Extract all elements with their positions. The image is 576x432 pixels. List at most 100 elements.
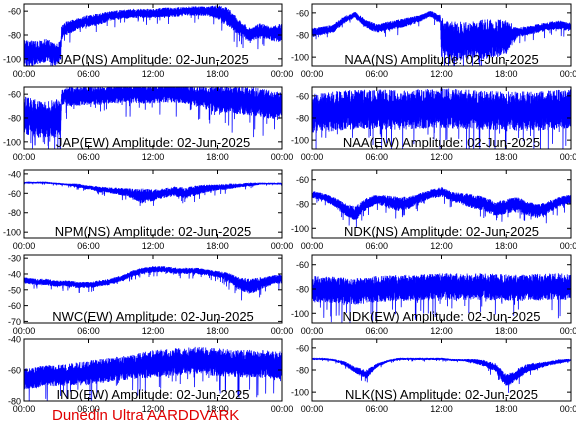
- panel-title: NDK(NS) Amplitude: 02-Jun-2025: [344, 224, 539, 239]
- series-trace-3-1: [24, 87, 282, 149]
- x-tick-label: 00:00: [271, 404, 294, 414]
- y-tick-label: -50: [8, 285, 21, 295]
- x-tick-label: 00:00: [13, 404, 36, 414]
- x-tick-label: 00:00: [560, 241, 576, 251]
- panel-title: NWC(EW) Amplitude: 02-Jun-2025: [52, 309, 254, 324]
- x-tick-label: 00:00: [271, 326, 294, 336]
- x-tick-label: 18:00: [206, 152, 229, 162]
- x-tick-label: 00:00: [301, 152, 324, 162]
- x-tick-label: 18:00: [495, 152, 518, 162]
- panel-title: NLK(NS) Amplitude: 02-Jun-2025: [345, 387, 538, 402]
- y-tick-label: -40: [8, 269, 21, 279]
- chart-panel-2: -100 -80 -60 00:00 06:00 12:00 18:00 00:00 NAA(N…: [291, 3, 576, 79]
- chart-panel-9: -80 -60 -40 00:00 06:00 12:00 18:00 00:00 IND(EW…: [8, 335, 293, 415]
- x-tick-label: 06:00: [365, 404, 388, 414]
- x-tick-label: 00:00: [560, 326, 576, 336]
- x-tick-label: 06:00: [77, 404, 100, 414]
- panel-title: IND(EW) Amplitude: 02-Jun-2025: [57, 387, 250, 402]
- chart-panel-5: -100 -80 -60 -40 00:00 06:00 12:00 18:00 00:00 NP…: [3, 169, 293, 251]
- series-trace-9-1: [24, 346, 282, 401]
- x-tick-label: 12:00: [430, 326, 453, 336]
- y-tick-label: -80: [8, 114, 21, 124]
- panel-title: JAP(EW) Amplitude: 02-Jun-2025: [56, 135, 250, 150]
- x-tick-label: 12:00: [430, 152, 453, 162]
- x-tick-label: 06:00: [77, 152, 100, 162]
- chart-panel-8: -100 -80 -60 00:00 06:00 12:00 18:00 00:00 NDK(E…: [291, 254, 576, 336]
- y-tick-label: -40: [8, 335, 21, 345]
- y-tick-label: -60: [296, 260, 309, 270]
- x-tick-label: 00:00: [271, 152, 294, 162]
- y-tick-label: -30: [8, 254, 21, 264]
- x-tick-label: 00:00: [560, 69, 576, 79]
- x-tick-label: 18:00: [495, 404, 518, 414]
- x-tick-label: 18:00: [495, 241, 518, 251]
- y-tick-label: -100: [3, 228, 21, 238]
- x-tick-label: 12:00: [430, 241, 453, 251]
- y-tick-label: -100: [291, 53, 309, 63]
- footer-label: Dunedin Ultra AARDDVARK: [52, 407, 240, 424]
- x-tick-label: 06:00: [365, 69, 388, 79]
- y-tick-label: -40: [8, 169, 21, 179]
- series-trace-8-1: [312, 273, 571, 323]
- series-trace-7-1: [24, 266, 282, 301]
- x-tick-label: 06:00: [77, 326, 100, 336]
- chart-panel-1: -100 -80 -60 00:00 06:00 12:00 18:00 00:00 JAP(N…: [3, 3, 294, 79]
- y-tick-label: -60: [8, 90, 21, 100]
- y-tick-label: -100: [291, 136, 309, 146]
- x-tick-label: 12:00: [142, 69, 165, 79]
- x-tick-label: 00:00: [13, 152, 36, 162]
- x-tick-label: 12:00: [430, 404, 453, 414]
- y-tick-label: -100: [3, 137, 21, 147]
- x-tick-label: 12:00: [142, 326, 165, 336]
- series-trace-5-1: [24, 181, 282, 206]
- chart-panel-3: -100 -80 -60 00:00 06:00 12:00 18:00 00:00 JAP(E…: [3, 86, 294, 162]
- x-tick-label: 18:00: [206, 326, 229, 336]
- y-tick-label: -60: [8, 366, 21, 376]
- y-tick-label: -60: [296, 343, 309, 353]
- x-tick-label: 00:00: [271, 241, 294, 251]
- x-tick-label: 06:00: [365, 326, 388, 336]
- y-tick-label: -80: [8, 31, 21, 41]
- chart-panel-10: -100 -80 -60 00:00 06:00 12:00 18:00 00:00 NLK(N…: [291, 338, 576, 414]
- y-tick-label: -60: [296, 8, 309, 18]
- panel-title: NPM(NS) Amplitude: 02-Jun-2025: [55, 224, 252, 239]
- panel-title: JAP(NS) Amplitude: 02-Jun-2025: [57, 52, 248, 67]
- x-tick-label: 18:00: [206, 404, 229, 414]
- x-tick-label: 00:00: [560, 404, 576, 414]
- y-tick-label: -80: [296, 31, 309, 41]
- y-tick-label: -60: [8, 189, 21, 199]
- x-tick-label: 06:00: [77, 241, 100, 251]
- y-tick-label: -100: [291, 224, 309, 234]
- chart-panel-4: -100 -80 -60 00:00 06:00 12:00 18:00 00:00 NAA(E…: [291, 86, 576, 162]
- x-tick-label: 12:00: [142, 152, 165, 162]
- x-tick-label: 12:00: [142, 241, 165, 251]
- y-tick-label: -100: [291, 388, 309, 398]
- series-trace-10-1: [312, 357, 571, 393]
- y-tick-label: -60: [8, 7, 21, 17]
- y-tick-label: -60: [296, 175, 309, 185]
- series-trace-1-1: [24, 5, 282, 66]
- x-tick-label: 00:00: [13, 69, 36, 79]
- series-trace-2-1: [312, 10, 571, 66]
- y-tick-label: -80: [296, 366, 309, 376]
- panel-title: NAA(EW) Amplitude: 02-Jun-2025: [343, 135, 540, 150]
- series-trace-4-1: [312, 88, 571, 149]
- x-tick-label: 00:00: [301, 69, 324, 79]
- x-tick-label: 18:00: [495, 326, 518, 336]
- x-tick-label: 06:00: [77, 69, 100, 79]
- y-tick-label: -60: [8, 301, 21, 311]
- x-tick-label: 12:00: [142, 404, 165, 414]
- x-tick-label: 00:00: [13, 326, 36, 336]
- series-trace-6-1: [312, 187, 571, 228]
- x-tick-label: 06:00: [365, 241, 388, 251]
- y-tick-label: -80: [296, 200, 309, 210]
- chart-panel-7: -70 -60 -50 -40 -30 00:00 06:00 12:00 18:00 00:00…: [8, 254, 293, 336]
- panel-title: NDK(EW) Amplitude: 02-Jun-2025: [343, 309, 541, 324]
- x-tick-label: 00:00: [271, 69, 294, 79]
- y-tick-label: -80: [296, 114, 309, 124]
- x-tick-label: 00:00: [301, 326, 324, 336]
- y-tick-label: -80: [296, 285, 309, 295]
- x-tick-label: 00:00: [301, 241, 324, 251]
- y-tick-label: -60: [296, 91, 309, 101]
